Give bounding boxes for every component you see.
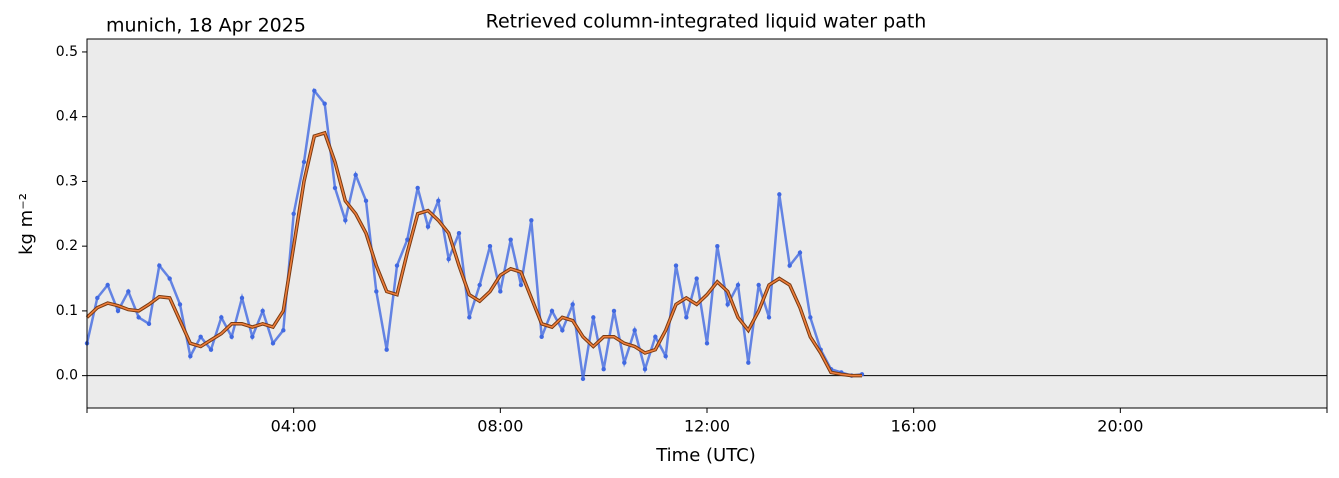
x-tick-label: 12:00 [684, 417, 730, 436]
x-tick-label: 08:00 [477, 417, 523, 436]
x-axis-label: Time (UTC) [655, 445, 756, 466]
y-tick-label: 0.1 [56, 303, 78, 319]
x-tick-label: 16:00 [891, 417, 937, 436]
y-tick-label: 0.5 [56, 44, 78, 60]
x-tick-label: 20:00 [1097, 417, 1143, 436]
plot-area [87, 39, 1327, 408]
raw-line [85, 87, 863, 380]
x-tick-label: 04:00 [271, 417, 317, 436]
y-tick-label: 0.2 [56, 238, 78, 254]
plot-frame [86, 38, 1328, 409]
y-axis-label: kg m⁻² [16, 193, 37, 255]
y-tick-label: 0.0 [56, 368, 78, 384]
chart-subtitle: munich, 18 Apr 2025 [106, 15, 306, 37]
line [86, 131, 862, 377]
y-tick-label: 0.3 [56, 173, 78, 189]
y-tick-label: 0.4 [56, 109, 78, 125]
chart-title: Retrieved column-integrated liquid water… [486, 11, 927, 33]
